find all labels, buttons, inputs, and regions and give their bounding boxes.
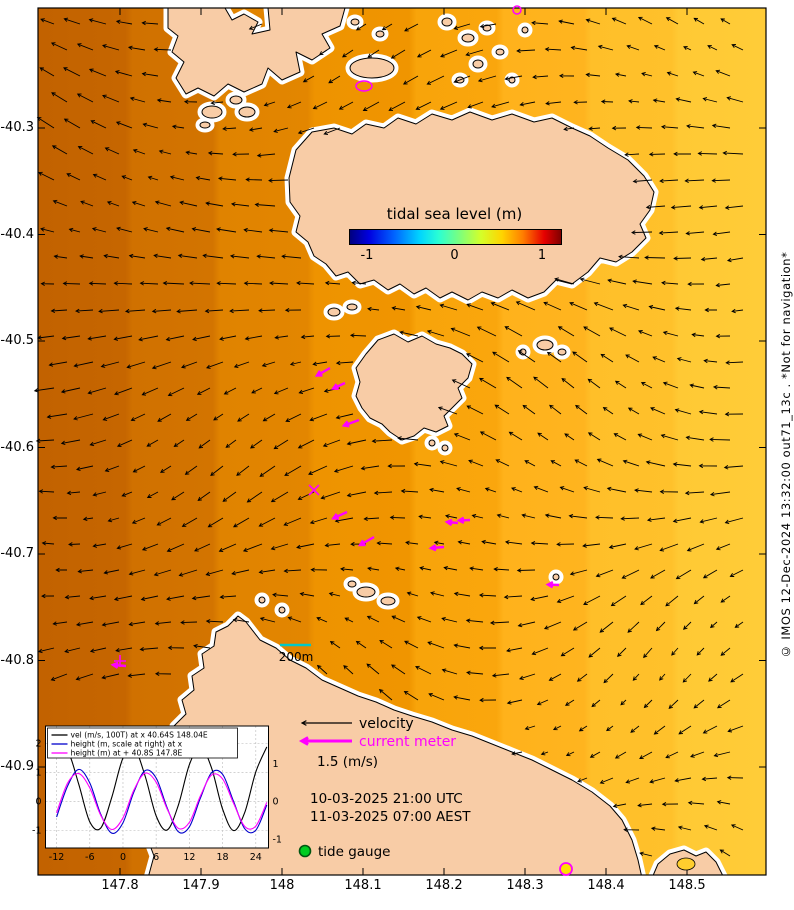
- colorbar-title: tidal sea level (m): [386, 205, 523, 223]
- islet: [521, 26, 529, 34]
- lon-tick-label: 147.9: [182, 878, 220, 893]
- lon-tick-label: 148.5: [668, 878, 706, 893]
- legend-current-meter-label: current meter: [359, 734, 457, 750]
- island-large-east: [288, 111, 655, 301]
- islet: [238, 106, 256, 118]
- velocity-arrow-field: [33, 16, 744, 857]
- credit-text: © IMOS 12-Dec-2024 13:32:00 out71_13c . …: [779, 251, 793, 659]
- inset-y-right-tick-label: 1: [273, 759, 279, 770]
- inset-series-line: [56, 772, 268, 831]
- lon-tick-label: 148.3: [506, 878, 544, 893]
- inset-legend-label: height (m) at + 40.8S 147.8E: [71, 749, 183, 758]
- coastal-lagoon: [676, 857, 696, 871]
- inset-x-tick-label: 18: [217, 852, 229, 862]
- islet: [482, 24, 492, 32]
- island-middle: [355, 333, 473, 441]
- islet: [428, 439, 436, 447]
- colorbar-tick-label: 1: [537, 248, 547, 263]
- islet: [350, 18, 360, 26]
- colorbar-gradient: [349, 229, 562, 245]
- legend-speed-scale-label: 1.5 (m/s): [317, 754, 379, 770]
- islet: [380, 596, 396, 606]
- islet: [201, 105, 223, 119]
- inset-x-tick-label: 0: [120, 852, 126, 862]
- station-x-marker: [308, 484, 320, 496]
- islet: [552, 573, 560, 581]
- islet: [258, 596, 266, 604]
- lon-tick-label: 148.1: [344, 878, 382, 893]
- inset-series-line: [56, 745, 268, 832]
- islet: [461, 33, 475, 43]
- lon-tick-label: 148: [269, 878, 295, 893]
- inset-x-tick-label: 12: [183, 852, 195, 862]
- inset-x-tick-label: -6: [85, 852, 94, 862]
- islet: [495, 48, 505, 56]
- inset-x-tick-label: -12: [49, 852, 65, 862]
- colorbar-tick-label: -1: [360, 248, 374, 263]
- axis-tick-marks: [38, 8, 766, 875]
- inset-x-tick-label: 6: [153, 852, 159, 862]
- islet: [557, 348, 567, 356]
- islet: [375, 30, 385, 38]
- islet: [536, 339, 554, 351]
- island-archipelago-north: [167, 8, 346, 97]
- inset-y-left-tick-label: 2: [35, 738, 41, 749]
- islet: [346, 303, 358, 311]
- inset-timeseries-chart: -12 -6 0 6 12 18 24 2 1 0 -1 1 0 -1 vel (m/s, 100T) at…: [32, 725, 282, 862]
- islet: [349, 57, 395, 79]
- islet: [441, 17, 453, 27]
- lon-tick-label: 147.8: [101, 878, 139, 893]
- lat-tick-label: -40.8: [0, 652, 34, 668]
- station-plus-marker: [114, 655, 126, 667]
- marker-ellipse: [355, 80, 373, 92]
- inset-y-right-tick-label: 0: [273, 797, 279, 808]
- lon-tick-label: 148.2: [425, 878, 463, 893]
- inset-y-left-tick-label: 1: [35, 767, 41, 778]
- lat-tick-label: -40.9: [0, 759, 34, 774]
- inset-legend-box: [47, 727, 238, 759]
- islet: [441, 444, 449, 452]
- lat-tick-label: -40.6: [0, 439, 34, 455]
- lon-tick-label: 148.4: [587, 878, 625, 893]
- islet: [356, 586, 376, 598]
- legend-current-meter-arrow: [298, 736, 352, 746]
- inset-series-line: [56, 768, 268, 834]
- legend-tide-gauge-label: tide gauge: [318, 844, 391, 860]
- inset-y-right-tick-label: -1: [273, 834, 282, 845]
- legend-velocity-label: velocity: [359, 716, 414, 732]
- marker-circle-bottom: [559, 862, 573, 876]
- islet: [229, 95, 243, 105]
- land-masses: [147, 8, 724, 875]
- inset-y-left-tick-label: -1: [32, 826, 41, 837]
- islet: [278, 606, 286, 614]
- lat-tick-label: -40.3: [0, 120, 34, 135]
- inset-y-left-tick-label: 0: [35, 797, 41, 808]
- lat-tick-label: -40.5: [0, 333, 34, 348]
- inset-legend-label: height (m, scale at right) at x: [71, 740, 183, 749]
- timestamp-utc: 10-03-2025 21:00 UTC: [310, 791, 463, 807]
- islet: [472, 59, 484, 69]
- lat-tick-label: -40.4: [0, 226, 34, 242]
- inset-x-tick-label: 24: [250, 852, 262, 862]
- islet: [199, 121, 211, 129]
- colorbar-tick-label: 0: [450, 248, 459, 263]
- current-meter-arrows: [110, 366, 560, 669]
- scale-bar-label: 200m: [278, 650, 314, 664]
- islet: [347, 580, 357, 588]
- inset-legend-label: vel (m/s, 100T) at x 40.64S 148.04E: [71, 731, 208, 740]
- marker-circle-top: [512, 5, 522, 15]
- lat-tick-label: -40.7: [0, 546, 34, 561]
- tide-gauge-marker: [298, 844, 312, 858]
- islet: [327, 307, 341, 317]
- legend-velocity-arrow: [300, 720, 352, 726]
- timestamp-aest: 11-03-2025 07:00 AEST: [310, 809, 471, 825]
